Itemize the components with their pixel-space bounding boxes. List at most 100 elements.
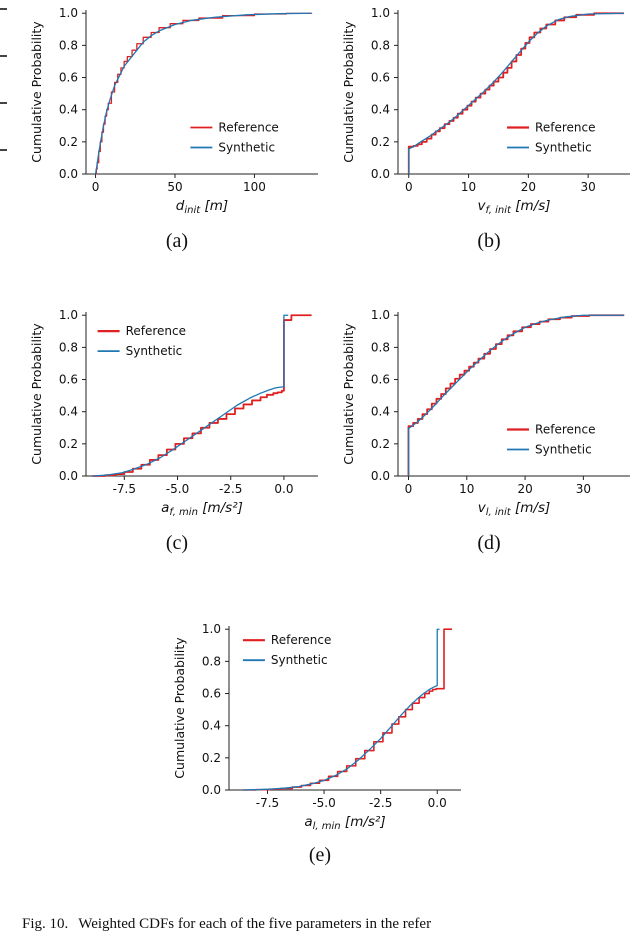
series-reference	[407, 12, 625, 174]
svg-text:0.6: 0.6	[202, 687, 221, 701]
svg-text:50: 50	[167, 180, 182, 194]
svg-text:1.0: 1.0	[202, 622, 221, 636]
svg-text:0: 0	[405, 180, 413, 194]
svg-text:0.0: 0.0	[202, 783, 221, 797]
svg-text:20: 20	[517, 482, 532, 496]
svg-text:dinit [m]: dinit [m]	[176, 198, 228, 216]
svg-text:0.6: 0.6	[59, 71, 78, 85]
subplot-a: 0 50 100 0.0 0.2 0.4 0.6 0.8 1.0 Cumulative Proba…	[26, 4, 328, 218]
svg-text:0: 0	[405, 482, 413, 496]
subplot-d: 0 10 20 30 0.0 0.2 0.4 0.6 0.8 1.0 Cumulative Prob…	[338, 306, 640, 520]
svg-text:0.0: 0.0	[428, 796, 447, 810]
legend-label-reference: Reference	[271, 633, 331, 647]
svg-text:Cumulative Probability: Cumulative Probability	[341, 323, 356, 465]
svg-text:0.6: 0.6	[59, 373, 78, 387]
svg-text:0.8: 0.8	[371, 38, 390, 52]
svg-text:0.2: 0.2	[202, 751, 221, 765]
svg-text:0.0: 0.0	[274, 482, 293, 496]
legend-label-synthetic: Synthetic	[218, 141, 275, 155]
legend-label-synthetic: Synthetic	[271, 653, 328, 667]
svg-text:0.4: 0.4	[59, 405, 78, 419]
svg-text:0.2: 0.2	[371, 437, 390, 451]
cdf-plot-c: -7.5 -5.0 -2.5 0.0 0.0 0.2 0.4 0.6 0.8 1.0 Cumulat…	[29, 308, 318, 518]
subplot-b-label: (b)	[477, 230, 501, 252]
svg-text:vl, init [m/s]: vl, init [m/s]	[478, 500, 551, 518]
legend-label-reference: Reference	[218, 121, 278, 135]
svg-text:0.4: 0.4	[371, 405, 390, 419]
svg-text:af, min [m/s²]: af, min [m/s²]	[161, 500, 243, 518]
svg-text:0.0: 0.0	[59, 167, 78, 181]
svg-text:0.2: 0.2	[371, 135, 390, 149]
svg-text:0: 0	[92, 180, 100, 194]
svg-text:1.0: 1.0	[371, 308, 390, 322]
svg-text:0.0: 0.0	[59, 469, 78, 483]
caption-text: Weighted CDFs for each of the five param…	[78, 916, 432, 932]
svg-text:30: 30	[580, 180, 595, 194]
svg-text:-7.5: -7.5	[113, 482, 136, 496]
svg-text:0.0: 0.0	[371, 167, 390, 181]
legend-label-reference: Reference	[126, 324, 186, 338]
legend-label-reference: Reference	[535, 423, 595, 437]
svg-text:10: 10	[461, 180, 476, 194]
cdf-plot-b: 0 10 20 30 0.0 0.2 0.4 0.6 0.8 1.0 Cumulative Prob…	[341, 6, 630, 216]
figure-caption: Fig. 10. Weighted CDFs for each of the fi…	[0, 916, 640, 933]
svg-text:0.2: 0.2	[59, 135, 78, 149]
series-reference	[95, 12, 313, 175]
series-reference	[92, 314, 312, 477]
subplot-c: -7.5 -5.0 -2.5 0.0 0.0 0.2 0.4 0.6 0.8 1.0 Cumulat…	[26, 306, 328, 520]
svg-text:0.4: 0.4	[371, 103, 390, 117]
svg-text:0.4: 0.4	[202, 719, 221, 733]
svg-text:1.0: 1.0	[371, 6, 390, 20]
legend-label-synthetic: Synthetic	[126, 344, 183, 358]
svg-text:0.4: 0.4	[59, 103, 78, 117]
subplot-b: 0 10 20 30 0.0 0.2 0.4 0.6 0.8 1.0 Cumulative Prob…	[338, 4, 640, 218]
legend-label-synthetic: Synthetic	[535, 443, 592, 457]
cropped-tick-mark	[0, 102, 7, 104]
svg-text:0.6: 0.6	[371, 71, 390, 85]
svg-text:-5.0: -5.0	[312, 796, 335, 810]
series-synthetic	[408, 12, 625, 174]
svg-text:-2.5: -2.5	[219, 482, 242, 496]
svg-text:0.8: 0.8	[59, 38, 78, 52]
svg-text:Cumulative Probability: Cumulative Probability	[341, 21, 356, 163]
svg-text:0.2: 0.2	[59, 437, 78, 451]
svg-text:Cumulative Probability: Cumulative Probability	[172, 637, 187, 779]
subplot-d-label: (d)	[477, 532, 501, 554]
svg-text:-5.0: -5.0	[166, 482, 189, 496]
legend-label-synthetic: Synthetic	[535, 141, 592, 155]
series-synthetic	[92, 314, 289, 477]
svg-text:10: 10	[459, 482, 474, 496]
svg-text:0.8: 0.8	[59, 340, 78, 354]
svg-text:0.8: 0.8	[202, 654, 221, 668]
svg-text:-7.5: -7.5	[256, 796, 279, 810]
cdf-plot-d: 0 10 20 30 0.0 0.2 0.4 0.6 0.8 1.0 Cumulative Prob…	[341, 308, 630, 518]
series-reference	[407, 314, 625, 476]
svg-text:vf, init [m/s]: vf, init [m/s]	[477, 198, 550, 216]
cdf-plot-a: 0 50 100 0.0 0.2 0.4 0.6 0.8 1.0 Cumulative Proba…	[29, 6, 318, 216]
svg-text:Cumulative Probability: Cumulative Probability	[29, 21, 44, 163]
legend-label-reference: Reference	[535, 121, 595, 135]
svg-text:0.0: 0.0	[371, 469, 390, 483]
svg-text:1.0: 1.0	[59, 308, 78, 322]
svg-text:0.6: 0.6	[371, 373, 390, 387]
subplot-c-label: (c)	[165, 532, 189, 554]
subplot-e: -7.5 -5.0 -2.5 0.0 0.0 0.2 0.4 0.6 0.8 1.0 Cumulat…	[169, 620, 471, 834]
svg-text:20: 20	[521, 180, 536, 194]
cropped-tick-mark	[0, 149, 7, 151]
subplot-e-label: (e)	[308, 844, 332, 866]
svg-text:al, min [m/s²]: al, min [m/s²]	[304, 814, 385, 832]
series-synthetic	[407, 314, 625, 476]
subplot-a-label: (a)	[165, 230, 189, 252]
svg-text:100: 100	[243, 180, 266, 194]
series-synthetic	[94, 12, 312, 175]
svg-text:Cumulative Probability: Cumulative Probability	[29, 323, 44, 465]
caption-number: Fig. 10.	[22, 916, 69, 932]
series-synthetic	[242, 628, 440, 791]
cropped-tick-mark	[0, 55, 7, 57]
cdf-plot-e: -7.5 -5.0 -2.5 0.0 0.0 0.2 0.4 0.6 0.8 1.0 Cumulat…	[172, 622, 461, 832]
cropped-tick-mark	[0, 8, 7, 10]
svg-text:30: 30	[576, 482, 591, 496]
svg-text:1.0: 1.0	[59, 6, 78, 20]
svg-text:-2.5: -2.5	[369, 796, 392, 810]
